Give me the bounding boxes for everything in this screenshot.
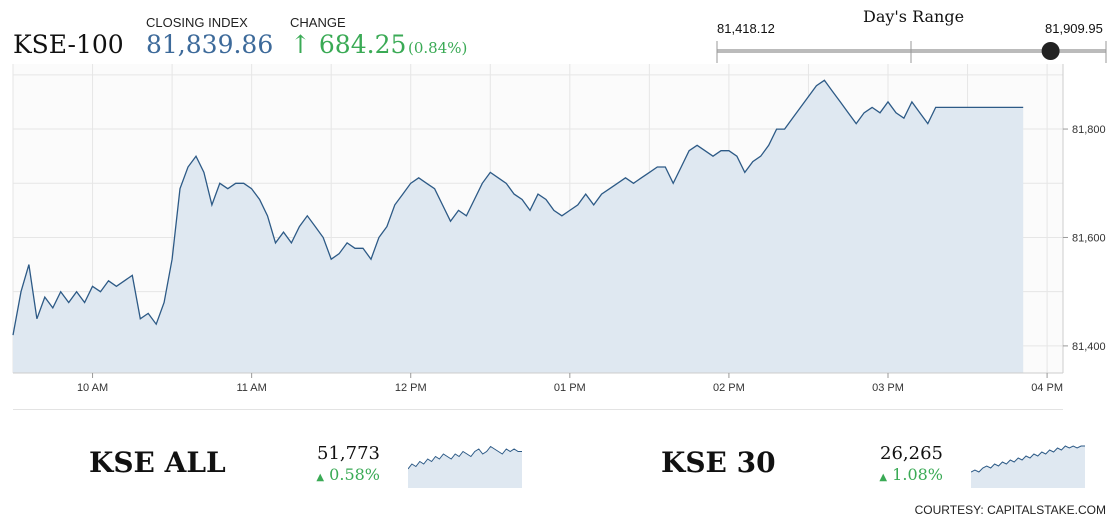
intraday-chart: 10 AM 11 AM 12 PM 01 PM 02 PM 03 PM 04 PM 81,40… (12, 64, 1106, 394)
days-range-bar (716, 41, 1107, 63)
days-range-low: 81,418.12 (717, 21, 775, 36)
up-triangle-icon: ▲ (316, 472, 325, 483)
closing-index-value: 81,839.86 (146, 30, 274, 59)
y-tick-label: 81,800 (1072, 124, 1106, 136)
kse-30-sparkline-line (971, 445, 1085, 473)
days-range-high: 81,909.95 (1045, 21, 1103, 36)
up-arrow-icon: ↑ (290, 30, 311, 59)
x-tick-label: 03 PM (872, 382, 904, 394)
kse-30-change: ▲ 1.08% (843, 465, 943, 484)
x-tick-label: 02 PM (713, 382, 745, 394)
kse-all-sparkline-line (408, 445, 522, 470)
source-credit: COURTESY: CAPITALSTAKE.COM (914, 503, 1106, 517)
divider (13, 409, 1063, 410)
change-value: ↑ 684.25 (290, 30, 406, 59)
kse-30-name: KSE 30 (661, 446, 776, 479)
x-tick-label: 11 AM (236, 382, 266, 394)
kse-30-change-value: 1.08% (892, 465, 943, 484)
y-tick-label: 81,400 (1072, 341, 1106, 353)
kse-all-change-value: 0.58% (329, 465, 380, 484)
change-amount: 684.25 (318, 30, 407, 59)
y-tick-label: 81,600 (1072, 232, 1106, 244)
x-tick-label: 10 AM (77, 382, 108, 394)
kse-30-value: 26,265 (880, 443, 943, 464)
days-range-title: Day's Range (863, 7, 965, 26)
kse-30-sparkline-area (971, 446, 1085, 488)
chart-axes: 10 AM 11 AM 12 PM 01 PM 02 PM 03 PM 04 PM 81,40… (13, 64, 1106, 394)
range-marker (1041, 42, 1060, 60)
kse-all-change: ▲ 0.58% (280, 465, 380, 484)
index-name: KSE-100 (13, 30, 124, 59)
chart-area-fill (13, 80, 1024, 374)
closing-index-label: CLOSING INDEX (146, 15, 248, 30)
kse-all-name: KSE ALL (89, 446, 226, 479)
kse-all-sparkline (408, 445, 522, 488)
up-triangle-icon: ▲ (879, 472, 888, 483)
change-label: CHANGE (290, 15, 346, 30)
chart-series-line (12, 79, 1024, 336)
x-tick-label: 04 PM (1031, 382, 1063, 394)
kse-30-sparkline (971, 445, 1085, 488)
kse-all-sparkline-area (408, 446, 522, 488)
change-percent: (0.84%) (408, 39, 468, 57)
x-tick-label: 01 PM (554, 382, 586, 394)
x-tick-label: 12 PM (395, 382, 427, 394)
kse-all-value: 51,773 (317, 443, 380, 464)
